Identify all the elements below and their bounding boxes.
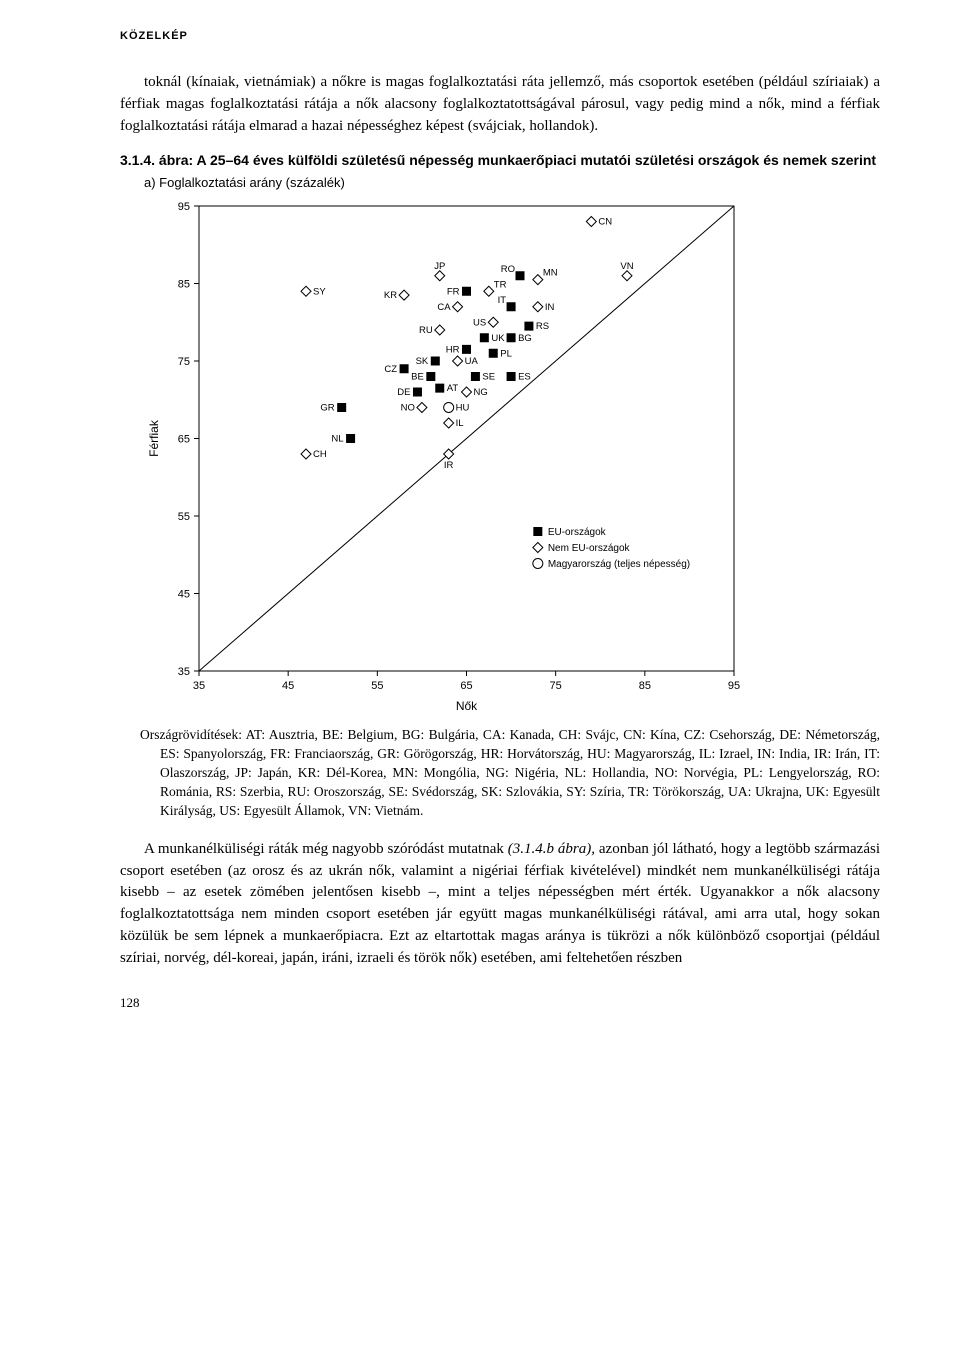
scatter-chart: 35 45 55 65 75 85 95 35 45 55 65 75 85 95 Nők Férfiak CN… — [144, 196, 880, 716]
svg-text:Férfiak: Férfiak — [147, 420, 161, 458]
svg-text:75: 75 — [550, 680, 562, 692]
page-number: 128 — [120, 995, 880, 1011]
svg-text:KR: KR — [384, 291, 397, 302]
svg-text:IN: IN — [545, 302, 555, 313]
para2-figref: (3.1.4.b ábra), — [508, 841, 595, 857]
svg-text:HR: HR — [446, 345, 460, 356]
svg-text:UA: UA — [465, 356, 479, 367]
svg-text:45: 45 — [178, 589, 190, 601]
svg-text:JP: JP — [434, 261, 445, 272]
svg-text:SY: SY — [313, 287, 326, 298]
svg-text:95: 95 — [178, 201, 190, 213]
paragraph-1: toknál (kínaiak, vietnámiak) a nőkre is … — [120, 72, 880, 137]
svg-text:CA: CA — [437, 302, 451, 313]
svg-text:IL: IL — [456, 418, 464, 429]
svg-text:55: 55 — [178, 511, 190, 523]
svg-text:SE: SE — [482, 372, 495, 383]
svg-text:RS: RS — [536, 322, 549, 333]
svg-text:RO: RO — [501, 264, 515, 275]
svg-text:45: 45 — [282, 680, 294, 692]
country-abbreviations-caption: Országrövidítések: AT: Ausztria, BE: Bel… — [120, 726, 880, 820]
svg-text:75: 75 — [178, 356, 190, 368]
svg-text:65: 65 — [178, 434, 190, 446]
svg-text:AT: AT — [447, 384, 459, 395]
svg-text:NO: NO — [401, 403, 415, 414]
para2-pre: A munkanélküliségi ráták még nagyobb szó… — [144, 841, 508, 857]
svg-text:UK: UK — [491, 333, 505, 344]
svg-text:EU-országok: EU-országok — [548, 527, 607, 538]
svg-text:MN: MN — [543, 268, 558, 279]
svg-text:VN: VN — [620, 261, 633, 272]
figure-title: 3.1.4. ábra: A 25–64 éves külföldi szüle… — [120, 151, 880, 169]
svg-text:BE: BE — [411, 372, 424, 383]
svg-text:HU: HU — [456, 403, 470, 414]
svg-text:TR: TR — [494, 280, 507, 291]
svg-text:SK: SK — [416, 356, 429, 367]
svg-text:35: 35 — [178, 666, 190, 678]
svg-text:Nem EU-országok: Nem EU-országok — [548, 543, 631, 554]
paragraph-2: A munkanélküliségi ráták még nagyobb szó… — [120, 839, 880, 970]
svg-text:CH: CH — [313, 449, 327, 460]
running-header: KÖZELKÉP — [120, 30, 880, 42]
svg-text:55: 55 — [371, 680, 383, 692]
svg-text:GR: GR — [320, 403, 334, 414]
svg-text:85: 85 — [178, 279, 190, 291]
svg-text:NG: NG — [474, 387, 488, 398]
svg-text:US: US — [473, 318, 486, 329]
svg-text:CN: CN — [598, 217, 612, 228]
svg-text:35: 35 — [193, 680, 205, 692]
svg-text:85: 85 — [639, 680, 651, 692]
svg-text:IT: IT — [498, 295, 507, 306]
figure-subtitle: a) Foglalkoztatási arány (százalék) — [144, 175, 880, 190]
para2-post: azonban jól látható, hogy a legtöbb szár… — [120, 841, 880, 966]
svg-text:NL: NL — [331, 434, 343, 445]
svg-text:PL: PL — [500, 349, 512, 360]
svg-text:FR: FR — [447, 287, 460, 298]
svg-text:CZ: CZ — [384, 364, 397, 375]
svg-text:BG: BG — [518, 333, 532, 344]
svg-text:ES: ES — [518, 372, 531, 383]
svg-text:Magyarország (teljes népesség): Magyarország (teljes népesség) — [548, 559, 690, 570]
svg-text:RU: RU — [419, 325, 433, 336]
svg-text:Nők: Nők — [456, 699, 478, 713]
svg-text:95: 95 — [728, 680, 740, 692]
svg-text:65: 65 — [460, 680, 472, 692]
svg-text:IR: IR — [444, 460, 454, 471]
svg-text:DE: DE — [397, 387, 410, 398]
